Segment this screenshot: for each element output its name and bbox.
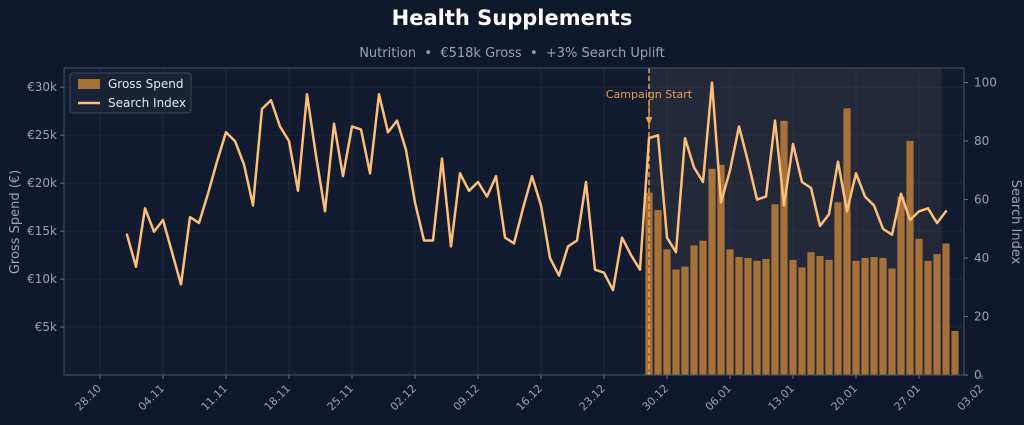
spend-bar [789,259,797,375]
spend-bar [807,252,815,375]
spend-bar [654,209,662,375]
y-axis-left-label: Gross Spend (€) [8,170,23,274]
y-left-tick-label: €20k [27,176,57,190]
y-right-tick-label: 40 [974,251,989,265]
y-left-tick-label: €5k [35,320,57,334]
spend-bar [681,266,689,375]
x-tick-label: 02.12 [388,382,419,413]
legend-box [69,72,192,114]
y-left-tick-label: €10k [27,272,57,286]
y-right-tick-label: 100 [974,76,997,90]
spend-bar [879,257,887,375]
x-tick-label: 06.01 [703,382,734,413]
x-tick-label: 03.02 [955,382,986,413]
x-tick-label: 13.01 [766,382,797,413]
y-right-tick-label: 20 [974,310,989,324]
y-axis-right-label: Search Index [1008,180,1023,265]
spend-bar [717,164,725,375]
spend-bar [762,258,770,375]
chart-title: Health Supplements [392,6,633,30]
y-right-tick-label: 80 [974,134,989,148]
legend-label-spend: Gross Spend [108,77,183,91]
spend-bar [672,269,680,375]
spend-bar [915,238,923,375]
spend-bar [843,108,851,375]
spend-bar [708,168,716,375]
spend-bar [753,260,761,375]
y-left-tick-label: €15k [27,224,57,238]
spend-bar [888,268,896,375]
x-tick-label: 20.01 [829,382,860,413]
spend-bar [834,202,842,375]
legend-label-search: Search Index [108,96,186,110]
spend-bar [825,259,833,375]
chart-subtitle: Nutrition • €518k Gross • +3% Search Upl… [359,46,665,61]
x-tick-label: 27.01 [892,382,923,413]
spend-bar [852,260,860,375]
y-right-tick-label: 60 [974,193,989,207]
spend-bar [645,192,653,375]
plot-area: Campaign Start €5k €10k €15k €20k €25k €30k 0 20… [27,67,997,413]
x-tick-label: 04.11 [136,382,167,413]
x-tick-label: 23.12 [577,382,608,413]
spend-bar [924,260,932,375]
spend-bar [816,256,824,375]
x-tick-label: 09.12 [451,382,482,413]
spend-bar [699,240,707,375]
x-tick-label: 11.11 [199,382,230,413]
spend-bar [798,267,806,375]
plot-frame [63,67,965,376]
campaign-arrow-head [645,117,653,125]
spend-bar [870,256,878,375]
x-tick-label: 28.10 [73,382,104,413]
spend-bar [690,245,698,375]
spend-bar [663,249,671,375]
spend-bar [951,330,959,375]
spend-bar [897,196,905,375]
y-right-tick-label: 0 [974,368,982,382]
search-index-line [125,81,948,292]
legend-swatch-spend [78,79,100,89]
y-left-tick-label: €30k [27,80,57,94]
x-tick-label: 18.11 [262,382,293,413]
spend-bar [861,257,869,375]
campaign-start-label: Campaign Start [606,88,693,101]
spend-bar [906,140,914,375]
spend-bar [726,249,734,375]
spend-bar [744,257,752,375]
spend-bar [771,204,779,375]
y-left-tick-label: €25k [27,128,57,142]
spend-bar [942,243,950,375]
spend-bar [933,254,941,375]
spend-bar [735,256,743,375]
spend-bar [780,120,788,375]
x-tick-label: 16.12 [514,382,545,413]
x-tick-label: 30.12 [640,382,671,413]
x-tick-label: 25.11 [325,382,356,413]
